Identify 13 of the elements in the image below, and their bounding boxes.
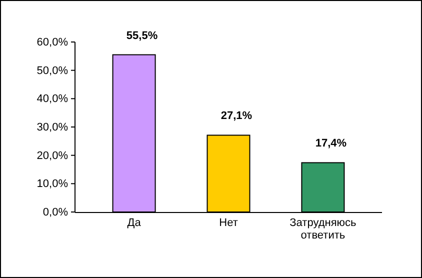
x-tick-label: Нет	[219, 217, 238, 229]
data-label: 17,4%	[315, 138, 347, 150]
x-tick-label: Затрудняюсь ответить	[290, 217, 357, 242]
y-tick-label: 40,0%	[36, 93, 68, 106]
data-label: 27,1%	[220, 110, 252, 122]
y-tick-label: 50,0%	[36, 64, 68, 77]
y-tick-label: 0,0%	[42, 206, 68, 219]
y-tick-label: 20,0%	[36, 150, 68, 162]
data-label: 55,5%	[126, 30, 158, 42]
y-tick-label: 60,0%	[36, 36, 68, 49]
x-tick-label: Да	[127, 217, 142, 229]
y-tick-label: 30,0%	[36, 122, 68, 134]
y-tick-label: 10,0%	[36, 178, 68, 190]
